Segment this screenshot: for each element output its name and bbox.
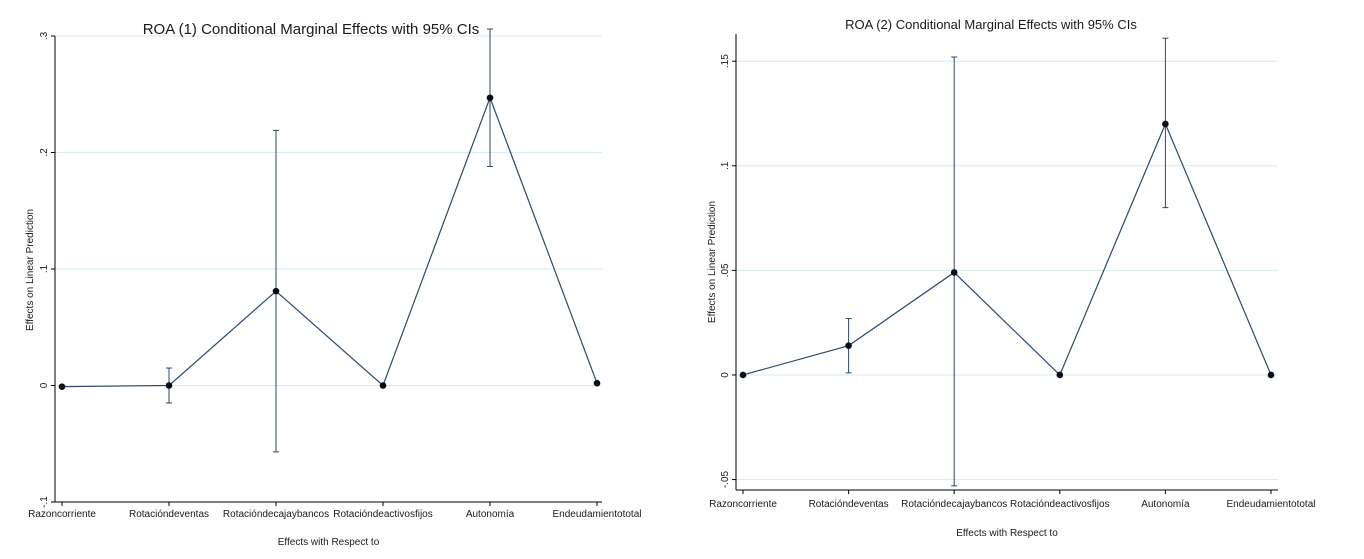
x-axis-title: Effects with Respect to — [956, 528, 1058, 539]
y-tick-label: -.1 — [39, 496, 50, 508]
chart-title: ROA (2) Conditional Marginal Effects wit… — [845, 17, 1137, 32]
x-axis-title: Effects with Respect to — [278, 537, 380, 548]
data-point — [593, 379, 601, 387]
x-tick-label: Endeudamientototal — [553, 509, 642, 520]
plot-group: -.1 0 .1 .2 .3 Razoncorriente Rotacióndeventas… — [25, 21, 641, 548]
y-tick-label: 0 — [720, 372, 731, 378]
x-tick-label: Razoncorriente — [28, 509, 96, 520]
data-point — [272, 287, 280, 295]
y-tick-label: -.05 — [720, 470, 731, 488]
chart-title: ROA (1) Conditional Marginal Effects wit… — [143, 21, 480, 38]
data-point — [1267, 371, 1275, 379]
data-point — [379, 382, 387, 389]
y-tick-label: .2 — [39, 148, 50, 157]
y-tick-label: .05 — [720, 263, 731, 277]
chart-panel-roa-2: -.05 0 .05 .1 .15 Razoncorriente Rotacióndeven… — [682, 0, 1364, 559]
data-point — [1162, 120, 1169, 128]
x-tick-label: Rotacióndecajaybancos — [901, 499, 1007, 510]
chart-roa-2: -.05 0 .05 .1 .15 Razoncorriente Rotacióndeven… — [707, 17, 1315, 539]
x-tick-label: Rotacióndeactivosfijos — [1010, 499, 1110, 510]
data-point — [58, 383, 66, 390]
data-point — [165, 382, 173, 389]
x-tick-label: Autonomía — [466, 509, 515, 520]
x-tick-label: Razoncorriente — [709, 499, 777, 510]
chart-roa-1: -.1 0 .1 .2 .3 Razoncorriente Rotacióndeventas… — [25, 21, 641, 548]
y-tick-label: .1 — [720, 161, 731, 170]
y-tick-label: 0 — [39, 382, 50, 388]
chart-panel-roa-1: -.1 0 .1 .2 .3 Razoncorriente Rotacióndeventas… — [25, 21, 641, 548]
x-tick-label: Rotacióndeventas — [809, 499, 889, 510]
y-tick-label: .1 — [39, 264, 50, 273]
y-axis-title: Effects on Linear Prediction — [25, 209, 36, 331]
x-tick-label: Autonomía — [1141, 499, 1190, 510]
series-line — [742, 122, 1272, 376]
y-axis-title: Effects on Linear Prediction — [707, 201, 718, 323]
series-line — [61, 96, 598, 388]
plot-group: -.05 0 .05 .1 .15 Razoncorriente Rotacióndeven… — [707, 17, 1315, 539]
y-tick-label: .15 — [720, 54, 731, 68]
data-point — [1056, 371, 1064, 379]
x-tick-label: Rotacióndeventas — [129, 509, 209, 520]
data-point — [950, 269, 958, 276]
y-tick-label: .3 — [39, 31, 50, 40]
x-tick-label: Rotacióndecajaybancos — [223, 509, 329, 520]
x-tick-label: Rotacióndeactivosfijos — [333, 509, 433, 520]
data-point — [486, 94, 494, 102]
data-point — [739, 371, 747, 379]
x-tick-label: Endeudamientototal — [1227, 499, 1316, 510]
data-point — [845, 342, 852, 349]
